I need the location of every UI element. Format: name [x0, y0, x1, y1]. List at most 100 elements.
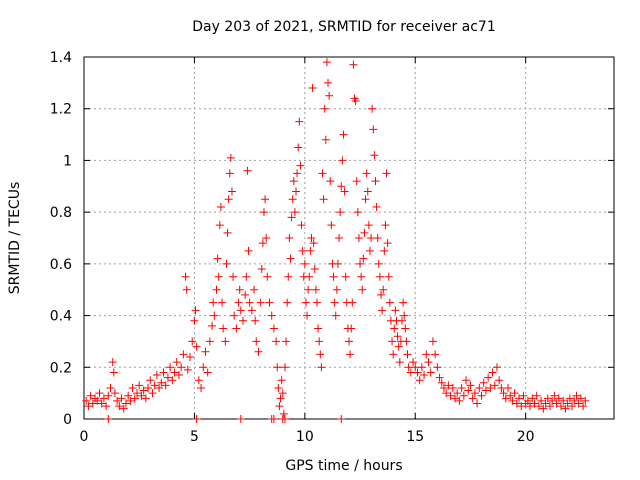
data-point	[365, 246, 374, 255]
data-point	[394, 342, 403, 351]
data-point	[215, 221, 224, 230]
data-point	[409, 358, 418, 367]
data-point	[559, 396, 568, 405]
data-point	[119, 404, 128, 413]
data-point	[117, 394, 126, 403]
data-point	[563, 399, 572, 408]
y-tick-label: 0.4	[50, 309, 72, 325]
data-point	[488, 368, 497, 377]
data-point	[227, 187, 236, 196]
data-point	[457, 383, 466, 392]
data-point	[468, 394, 477, 403]
data-point	[308, 84, 317, 93]
data-point	[258, 239, 267, 248]
data-point	[181, 272, 190, 281]
data-point	[332, 285, 341, 294]
data-point	[262, 234, 271, 242]
data-point	[315, 337, 324, 346]
data-point	[321, 135, 330, 144]
data-point	[121, 399, 130, 408]
data-point	[504, 383, 512, 392]
data-point	[312, 298, 321, 307]
data-point	[422, 350, 431, 359]
data-point	[322, 58, 331, 67]
data-point	[172, 358, 181, 367]
data-point	[481, 386, 490, 395]
data-point	[346, 350, 355, 359]
data-point	[382, 169, 391, 178]
data-point	[464, 386, 473, 395]
data-point	[393, 332, 402, 341]
data-point	[378, 306, 387, 315]
data-point	[318, 169, 327, 178]
data-point	[548, 396, 557, 405]
data-point	[439, 383, 448, 392]
data-point	[203, 368, 212, 377]
data-point	[297, 221, 306, 230]
data-point	[239, 316, 247, 325]
data-point	[290, 208, 299, 217]
data-point	[161, 381, 170, 390]
data-point	[155, 383, 164, 392]
data-point	[284, 272, 293, 281]
data-point	[444, 381, 453, 390]
data-point	[337, 182, 346, 191]
data-point	[574, 399, 583, 408]
data-point	[383, 239, 392, 248]
data-point	[353, 208, 362, 217]
data-point	[305, 272, 314, 281]
data-point	[554, 394, 563, 403]
data-point	[309, 239, 318, 248]
data-point	[247, 306, 256, 315]
data-point	[126, 396, 135, 405]
data-point	[208, 321, 217, 330]
data-point	[310, 265, 319, 274]
data-point	[442, 389, 451, 398]
data-point	[336, 208, 345, 217]
data-point	[306, 246, 315, 255]
data-point	[570, 396, 579, 405]
y-tick-label: 1.4	[50, 50, 72, 66]
data-point	[435, 373, 444, 382]
data-point	[300, 259, 309, 268]
data-point	[354, 234, 363, 242]
data-point	[532, 391, 541, 400]
data-point	[372, 202, 381, 211]
data-point	[168, 376, 177, 385]
data-point	[381, 221, 390, 230]
data-point	[84, 402, 93, 411]
data-point	[280, 363, 289, 372]
data-point	[166, 363, 175, 372]
data-point	[333, 259, 342, 268]
data-point	[368, 104, 377, 113]
data-point	[512, 399, 521, 408]
data-point	[230, 311, 239, 320]
data-point	[293, 169, 302, 178]
data-point	[235, 285, 244, 294]
data-point	[283, 298, 292, 307]
data-point	[576, 394, 585, 403]
data-point	[327, 221, 336, 230]
data-point	[320, 104, 329, 113]
data-point	[218, 298, 227, 307]
data-point	[295, 117, 304, 126]
data-point	[362, 169, 371, 178]
data-point	[205, 337, 214, 346]
data-point	[137, 391, 146, 400]
data-point	[402, 337, 411, 346]
data-point	[229, 272, 238, 281]
data-point	[141, 394, 150, 403]
data-point	[326, 177, 335, 186]
data-point	[224, 195, 233, 204]
data-point	[278, 389, 287, 398]
data-point	[314, 324, 323, 333]
data-point	[159, 368, 168, 377]
data-point	[316, 350, 325, 359]
grid-lines	[84, 57, 614, 419]
data-point	[276, 394, 285, 403]
data-point	[413, 368, 422, 377]
data-point	[395, 358, 404, 367]
data-point	[115, 402, 124, 411]
data-point	[391, 306, 400, 315]
data-point	[552, 399, 561, 408]
